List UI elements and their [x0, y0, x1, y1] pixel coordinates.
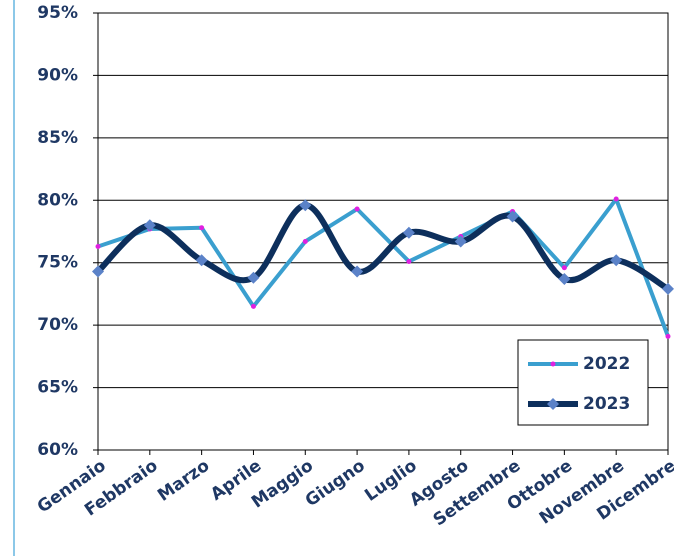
y-tick-label: 85%	[37, 128, 78, 148]
y-tick-label: 80%	[37, 190, 78, 210]
marker	[351, 265, 364, 278]
marker	[665, 333, 671, 339]
marker	[92, 265, 104, 278]
y-tick-label: 95%	[37, 3, 78, 23]
marker	[406, 258, 412, 264]
x-tick-label: Giugno	[302, 456, 369, 511]
y-tick-label: 60%	[37, 440, 78, 460]
series-line	[95, 202, 670, 292]
series-line	[97, 197, 670, 338]
marker	[550, 361, 556, 367]
marker	[662, 282, 674, 295]
marker	[354, 206, 360, 212]
y-tick-label: 90%	[37, 65, 78, 85]
y-tick-label: 65%	[37, 378, 78, 398]
marker	[299, 199, 312, 212]
marker	[454, 235, 467, 248]
legend-box	[517, 339, 649, 426]
marker	[402, 226, 415, 239]
marker	[610, 254, 623, 267]
legend: 2022 2023	[517, 339, 649, 426]
legend-label: 2022	[583, 354, 630, 374]
marker	[561, 265, 567, 271]
marker	[195, 254, 208, 267]
marker	[199, 225, 205, 231]
marker	[302, 238, 308, 244]
marker	[506, 210, 519, 223]
marker	[558, 272, 571, 285]
marker	[547, 398, 559, 410]
marker	[95, 243, 101, 249]
y-tick-label: 70%	[37, 315, 78, 335]
marker	[250, 303, 256, 309]
legend-label: 2023	[583, 394, 630, 414]
marker	[247, 271, 260, 284]
marker	[613, 196, 619, 202]
x-tick-label: Marzo	[154, 456, 213, 506]
marker	[143, 219, 156, 232]
y-tick-label: 75%	[37, 253, 78, 273]
